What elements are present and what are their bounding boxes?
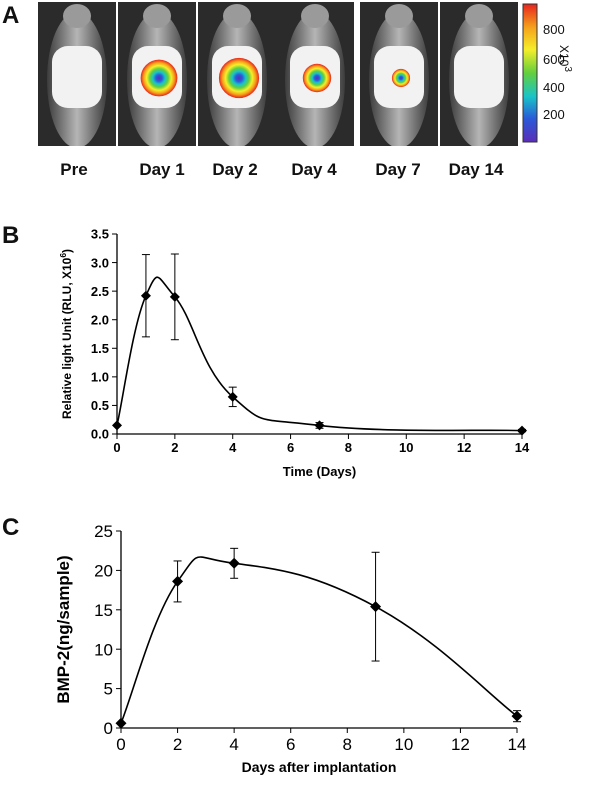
data-point [517, 425, 527, 436]
x-tick-label: 8 [345, 440, 352, 455]
y-tick-label: 1.5 [91, 341, 109, 356]
x-axis-label: Time (Days) [283, 464, 356, 479]
x-tick-label: 0 [113, 440, 120, 455]
timepoint-label: Day 7 [375, 160, 421, 179]
data-point [228, 557, 240, 569]
x-tick-label: 4 [229, 735, 238, 754]
y-tick-label: 0.0 [91, 427, 109, 442]
y-tick-label: 25 [94, 522, 113, 541]
x-tick-label: 2 [173, 735, 182, 754]
y-axis-label: BMP-2(ng/sample) [54, 555, 73, 703]
data-point [227, 391, 238, 402]
y-axis-label: Relative light Unit (RLU, X106) [58, 249, 74, 419]
chart-b-relative-light-units: 0 2 4 6 8 10 12 14 0.0 0.5 1.0 1.5 2.0 2.5 3.0 3.5 Time … [58, 227, 530, 479]
y-tick-label: 3.0 [91, 255, 109, 270]
mouse-image [198, 2, 276, 146]
y-tick-label: 1.0 [91, 370, 109, 385]
mouse-head [143, 4, 171, 28]
x-tick-label: 8 [343, 735, 352, 754]
data-point [314, 420, 325, 431]
colorbar-tick-label: 400 [543, 80, 565, 95]
panel-label-b: B [2, 222, 20, 249]
implant-area [52, 46, 102, 108]
luminescence-signal [302, 63, 332, 93]
series-line [116, 276, 523, 432]
colorbar-tick-label: 200 [543, 107, 565, 122]
x-tick-label: 2 [171, 440, 178, 455]
y-tick-label: 2.5 [91, 284, 109, 299]
y-tick-label: 10 [94, 640, 113, 659]
panel-label-a: A [2, 2, 20, 29]
colorbar [522, 3, 538, 143]
y-tick-label: 0 [104, 719, 113, 738]
y-tick-label: 2.0 [91, 312, 109, 327]
mouse-head [63, 4, 91, 28]
implant-area [454, 46, 504, 108]
x-tick-label: 10 [394, 735, 413, 754]
timepoint-label: Pre [60, 160, 88, 179]
colorbar-unit: X103 [557, 45, 573, 72]
data-point [112, 420, 122, 431]
series-line [120, 556, 518, 724]
y-tick-label: 20 [94, 562, 113, 581]
luminescence-signal [140, 59, 178, 97]
x-tick-label: 12 [457, 440, 471, 455]
x-tick-label: 10 [399, 440, 413, 455]
data-point [115, 717, 127, 729]
x-tick-label: 0 [116, 735, 125, 754]
data-point [140, 290, 151, 301]
y-tick-label: 3.5 [91, 227, 109, 242]
y-tick-label: 0.5 [91, 398, 109, 413]
data-point [511, 710, 523, 722]
timepoint-label: Day 1 [139, 160, 185, 179]
timepoint-label: Day 14 [448, 160, 504, 179]
bioluminescence-image-strip [38, 0, 538, 150]
timepoint-label: Day 4 [291, 160, 337, 179]
mouse-image [360, 2, 438, 146]
mouse-head [465, 4, 493, 28]
mouse-image [118, 2, 196, 146]
colorbar-tick-label: 600 [543, 52, 565, 67]
x-tick-label: 14 [515, 440, 530, 455]
mouse-head [385, 4, 413, 28]
luminescence-signal [391, 68, 411, 88]
luminescence-signal [218, 57, 260, 99]
x-tick-label: 14 [508, 735, 527, 754]
y-tick-label: 5 [104, 680, 113, 699]
x-tick-label: 4 [229, 440, 237, 455]
colorbar-tick-label: 800 [543, 22, 565, 37]
mouse-head [301, 4, 329, 28]
data-point [370, 601, 382, 613]
x-tick-label: 6 [286, 735, 295, 754]
x-axis-label: Days after implantation [242, 759, 397, 775]
x-tick-label: 12 [451, 735, 470, 754]
panel-label-c: C [2, 514, 20, 541]
data-point [169, 291, 180, 302]
data-point [172, 575, 184, 587]
mouse-image [440, 2, 518, 146]
mouse-head [223, 4, 251, 28]
x-tick-label: 6 [287, 440, 294, 455]
y-tick-label: 15 [94, 601, 113, 620]
mouse-image [276, 2, 354, 146]
timepoint-label: Day 2 [212, 160, 258, 179]
chart-c-bmp2-release: 0 2 4 6 8 10 12 14 0 5 10 15 20 25 Days after implanta… [54, 522, 527, 775]
mouse-image [38, 2, 116, 146]
